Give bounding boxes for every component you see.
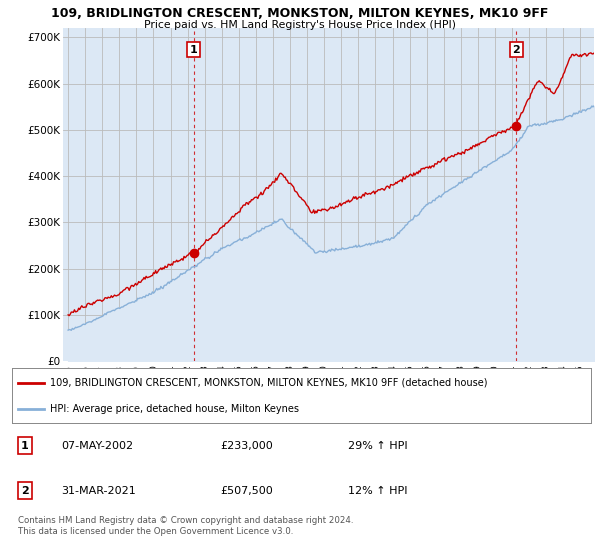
Text: 109, BRIDLINGTON CRESCENT, MONKSTON, MILTON KEYNES, MK10 9FF: 109, BRIDLINGTON CRESCENT, MONKSTON, MIL… [52,7,548,20]
Text: 07-MAY-2002: 07-MAY-2002 [61,441,133,451]
Text: 12% ↑ HPI: 12% ↑ HPI [348,486,407,496]
Text: 1: 1 [190,45,197,55]
Text: 29% ↑ HPI: 29% ↑ HPI [348,441,407,451]
Text: HPI: Average price, detached house, Milton Keynes: HPI: Average price, detached house, Milt… [50,404,299,414]
Text: 109, BRIDLINGTON CRESCENT, MONKSTON, MILTON KEYNES, MK10 9FF (detached house): 109, BRIDLINGTON CRESCENT, MONKSTON, MIL… [50,378,487,388]
Text: 2: 2 [512,45,520,55]
Text: 2: 2 [21,486,29,496]
Text: Contains HM Land Registry data © Crown copyright and database right 2024.
This d: Contains HM Land Registry data © Crown c… [18,516,353,536]
Text: 1: 1 [21,441,29,451]
Text: £233,000: £233,000 [220,441,273,451]
Text: £507,500: £507,500 [220,486,273,496]
Text: Price paid vs. HM Land Registry's House Price Index (HPI): Price paid vs. HM Land Registry's House … [144,20,456,30]
Text: 31-MAR-2021: 31-MAR-2021 [61,486,136,496]
